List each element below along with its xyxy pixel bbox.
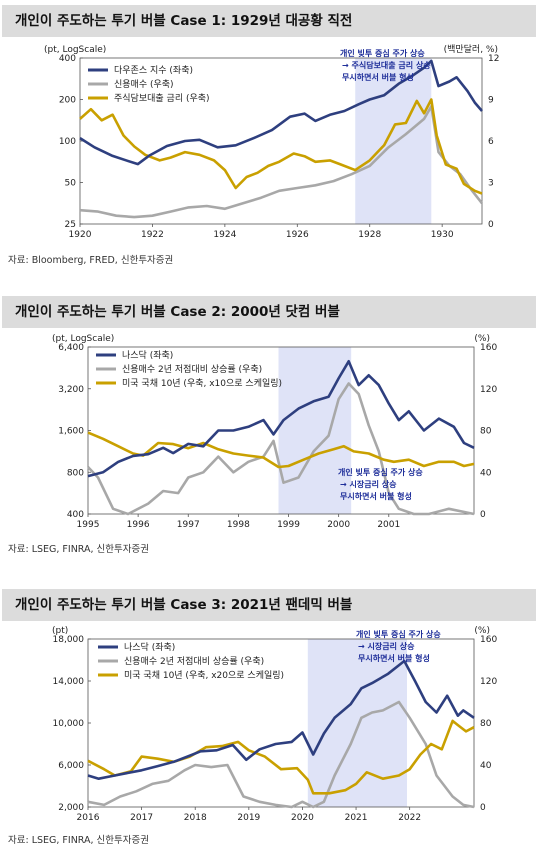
left-tick-label: 3,200 [58, 385, 84, 395]
x-tick-label: 1997 [177, 520, 200, 530]
x-tick-label: 1922 [141, 230, 164, 240]
legend-label: 다우존스 지수 (좌축) [114, 65, 193, 76]
legend-label: 신용매수 2년 저점대비 상승률 (우축) [124, 655, 264, 667]
chart-title-3: 개인이 주도하는 투기 버블 Case 3: 2021년 팬데믹 버블 [2, 589, 536, 621]
x-tick-label: 2020 [291, 813, 314, 823]
left-tick-label: 14,000 [53, 677, 85, 687]
right-tick-label: 3 [488, 179, 494, 189]
bubble-period-shade [307, 639, 407, 807]
right-tick-label: 9 [488, 96, 494, 106]
right-tick-label: 120 [480, 677, 497, 687]
annotation-text: 무시하면서 버블 형성 [358, 653, 430, 663]
annotation-text: → 시장금리 상승 [358, 641, 415, 651]
legend-label: 나스닥 (좌축) [124, 642, 175, 653]
annotation-text: → 주식담보대출 금리 상승 [342, 60, 431, 70]
x-tick-label: 2019 [237, 813, 260, 823]
x-tick-label: 2001 [377, 520, 400, 530]
legend-label: 주식담보대출 금리 (우축) [114, 92, 210, 104]
right-tick-label: 12 [488, 54, 499, 64]
x-tick-label: 2000 [327, 520, 350, 530]
right-tick-label: 40 [480, 468, 492, 478]
right-tick-label: 80 [480, 427, 492, 437]
x-tick-label: 2018 [184, 813, 207, 823]
left-tick-label: 200 [59, 96, 76, 106]
right-tick-label: 0 [488, 220, 494, 230]
left-axis-unit: (pt) [52, 626, 68, 636]
x-tick-label: 2021 [345, 813, 368, 823]
left-tick-label: 400 [59, 54, 76, 64]
left-tick-label: 1,600 [58, 427, 84, 437]
series-line-3 [87, 431, 475, 469]
x-tick-label: 1928 [358, 230, 381, 240]
left-axis-unit: (pt, LogScale) [44, 45, 106, 55]
x-tick-label: 2017 [130, 813, 153, 823]
right-tick-label: 120 [480, 385, 497, 395]
left-tick-label: 800 [67, 468, 84, 478]
left-tick-label: 50 [65, 179, 77, 189]
annotation-text: 개인 빚투 증심 주가 상승 [340, 48, 425, 58]
annotation-text: 개인 빚투 증심 주가 상승 [356, 629, 441, 639]
right-tick-label: 80 [480, 719, 492, 729]
left-axis-unit: (pt, LogScale) [52, 334, 114, 344]
legend-label: 미국 국채 10년 (우축, x20으로 스케일링) [124, 669, 284, 681]
series-line-3 [87, 719, 475, 795]
chart-title-1: 개인이 주도하는 투기 버블 Case 1: 1929년 대공황 직전 [2, 5, 536, 37]
series-line-1 [87, 659, 475, 780]
bubble-period-shade [278, 347, 352, 514]
chart-1: (pt, LogScale) (백만달러, %) 400 200 100 50 25 12 9 6… [44, 43, 499, 240]
x-tick-label: 1930 [431, 230, 454, 240]
left-tick-label: 6,000 [58, 761, 84, 771]
left-tick-label: 400 [67, 510, 84, 520]
x-tick-label: 1996 [127, 520, 150, 530]
right-axis-unit: (%) [474, 334, 490, 344]
left-tick-label: 25 [65, 220, 76, 230]
x-tick-label: 2016 [77, 813, 100, 823]
x-tick-label: 2022 [398, 813, 421, 823]
legend-label: 미국 국채 10년 (우축, x10으로 스케일링) [122, 377, 282, 389]
right-tick-label: 0 [480, 510, 486, 520]
series-line-2 [87, 700, 475, 809]
right-tick-label: 160 [480, 343, 497, 353]
source-note-3: 자료: LSEG, FINRA, 신한투자증권 [8, 835, 149, 846]
x-tick-label: 1998 [227, 520, 250, 530]
series-line-2 [79, 105, 484, 219]
legend-label: 나스닥 (좌축) [122, 350, 173, 361]
series-line-2 [87, 382, 475, 516]
chart-2: (pt, LogScale) (%)6,4003,2001,60080040016… [52, 334, 497, 530]
left-tick-label: 10,000 [53, 719, 85, 729]
right-tick-label: 0 [480, 803, 486, 813]
chart-title-2: 개인이 주도하는 투기 버블 Case 2: 2000년 닷컴 버블 [2, 296, 536, 328]
right-axis-unit: (%) [474, 626, 490, 636]
legend-label: 신용매수 (우축) [114, 79, 174, 90]
left-tick-label: 6,400 [58, 343, 84, 353]
source-note-2: 자료: LSEG, FINRA, 신한투자증권 [8, 544, 149, 555]
x-tick-label: 1924 [213, 230, 236, 240]
chart-3: (pt) (%) 18,000 14,000 10,000 6,000 2,000 160 12… [52, 626, 497, 823]
annotation-text: → 시장금리 상승 [340, 479, 397, 489]
x-tick-label: 1995 [77, 520, 100, 530]
series-line-3 [79, 98, 483, 195]
x-tick-label: 1999 [277, 520, 300, 530]
x-tick-label: 1926 [286, 230, 309, 240]
series-line-1 [87, 360, 475, 478]
right-axis-unit: (백만달러, %) [444, 43, 498, 55]
right-tick-label: 40 [480, 761, 492, 771]
left-tick-label: 100 [59, 137, 76, 147]
left-tick-label: 18,000 [53, 635, 85, 645]
left-tick-label: 2,000 [58, 803, 84, 813]
annotation-text: 무시하면서 버블 형성 [342, 72, 414, 82]
series-line-1 [79, 59, 483, 166]
legend-label: 신용매수 2년 저점대비 상승률 (우축) [122, 363, 262, 375]
x-tick-label: 1920 [69, 230, 92, 240]
annotation-text: 무시하면서 버블 형성 [340, 491, 412, 501]
bubble-period-shade [355, 58, 432, 224]
annotation-text: 개인 빚투 증심 주가 상승 [338, 467, 423, 477]
source-note-1: 자료: Bloomberg, FRED, 신한투자증권 [8, 255, 174, 266]
right-tick-label: 160 [480, 635, 497, 645]
right-tick-label: 6 [488, 137, 494, 147]
